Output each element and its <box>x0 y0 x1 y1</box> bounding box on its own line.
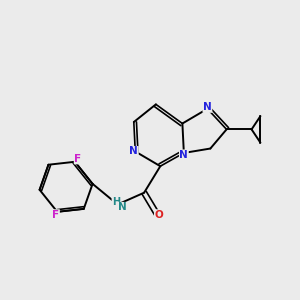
Text: F: F <box>52 210 59 220</box>
Text: N: N <box>179 150 188 160</box>
Text: O: O <box>154 210 163 220</box>
Text: N: N <box>118 202 126 212</box>
Text: N: N <box>129 146 138 157</box>
Text: F: F <box>74 154 81 164</box>
Text: N: N <box>203 102 212 112</box>
Text: H: H <box>112 196 120 206</box>
